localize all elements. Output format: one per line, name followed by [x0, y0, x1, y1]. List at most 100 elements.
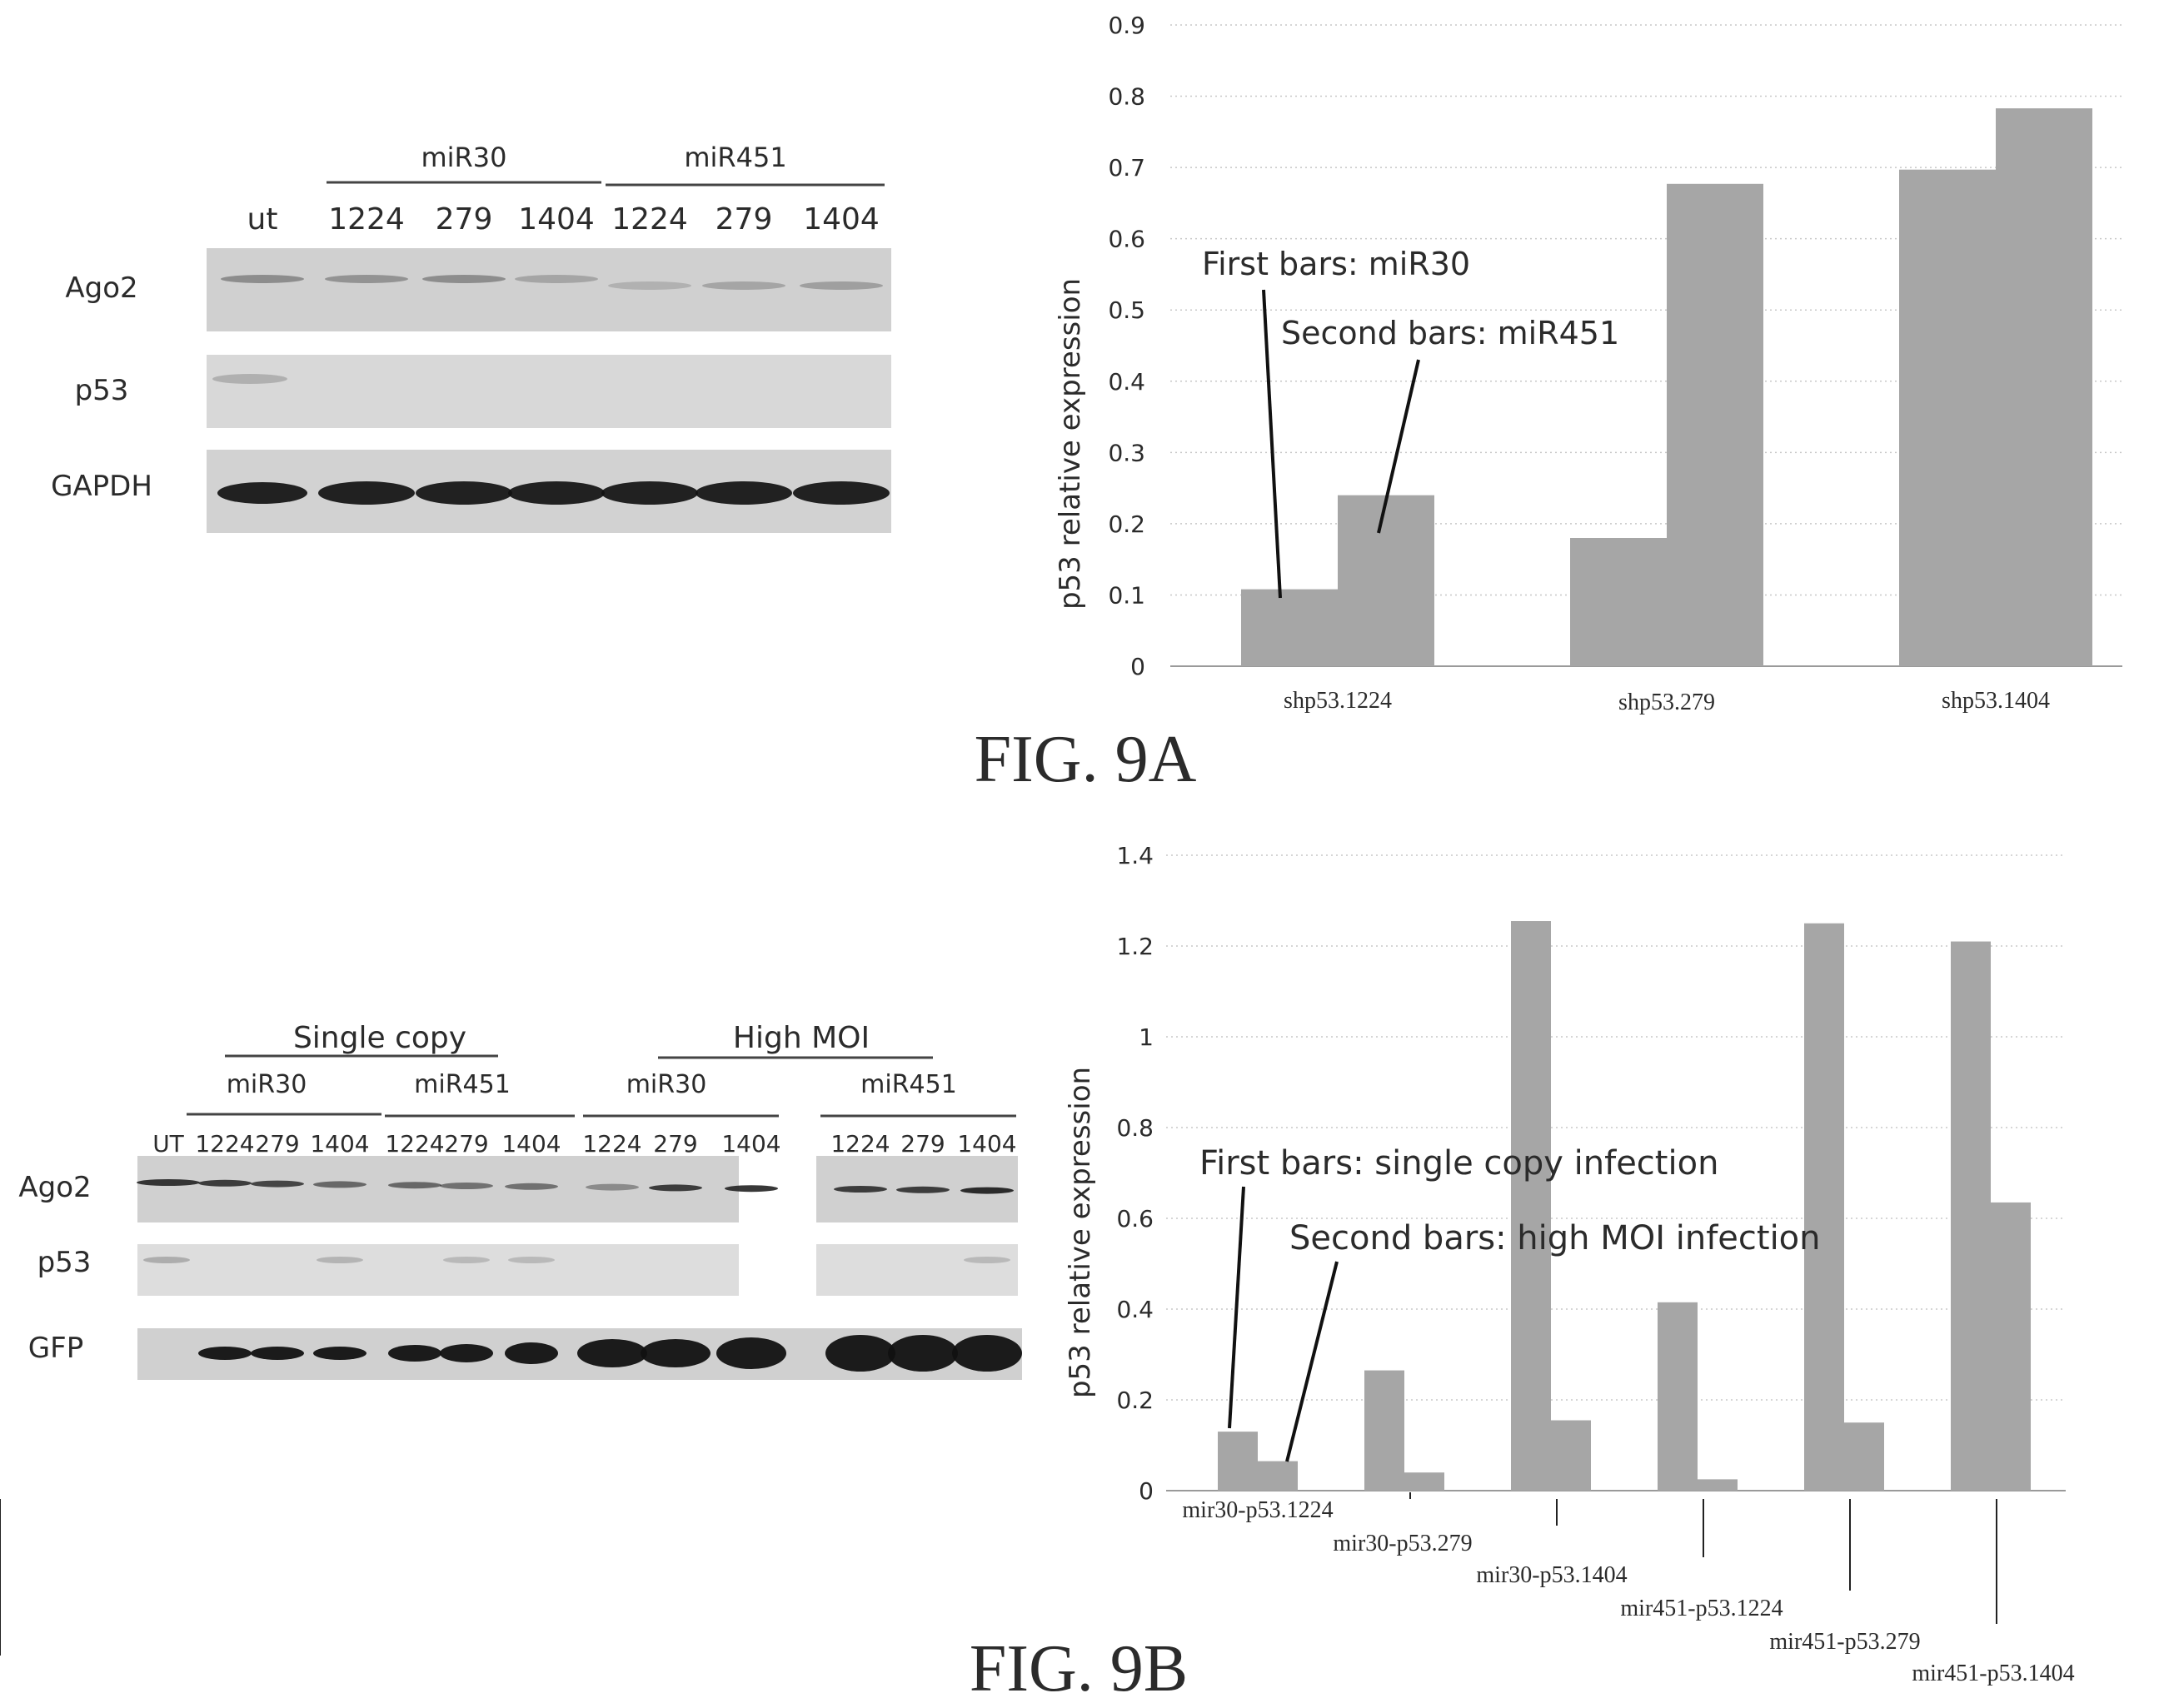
blot-lane-label: 1404 — [501, 1130, 561, 1158]
bar-series1 — [1804, 923, 1844, 1491]
blot-sub-group-label: miR451 — [414, 1070, 511, 1099]
blot-lane-label: 279 — [716, 202, 773, 237]
x-category-label: mir451-p53.1224 — [1620, 1596, 1783, 1621]
bar-series1 — [1951, 941, 1991, 1491]
ago2-band — [325, 275, 408, 283]
p53-band — [508, 1257, 555, 1263]
blot-lane-label: 1224 — [195, 1130, 254, 1158]
y-tick-label: 1.4 — [1116, 842, 1154, 869]
bar-series1 — [1511, 921, 1551, 1491]
blot-row-label: GAPDH — [51, 470, 152, 503]
y-tick-label: 0.9 — [1108, 12, 1145, 39]
y-tick-label: 0.6 — [1108, 226, 1145, 253]
p53-membrane — [207, 355, 891, 428]
y-tick-label: 0.6 — [1116, 1205, 1154, 1232]
ago2-band — [834, 1186, 887, 1193]
y-axis-label: p53 relative expression — [1064, 1067, 1097, 1398]
bar-series2 — [1404, 1472, 1444, 1491]
annotation-pointer — [1285, 1261, 1339, 1462]
blot-group-label: miR451 — [684, 142, 786, 173]
annotation-first-bars: First bars: single copy infection — [1199, 1144, 1718, 1183]
ago2-band — [702, 281, 785, 290]
blot-top-group-label: High MOI — [733, 1021, 870, 1055]
ago2-band — [251, 1180, 304, 1188]
blot-lane-label: 1224 — [611, 202, 688, 237]
bar-series1 — [1899, 169, 1996, 666]
blot-lane-label: 279 — [255, 1130, 299, 1158]
blot-row-label: p53 — [37, 1246, 92, 1279]
x-category-label: mir30-p53.1404 — [1476, 1562, 1627, 1588]
ago2-band — [313, 1181, 366, 1188]
blot-lane-label: 279 — [444, 1130, 488, 1158]
blot-lane-label: ut — [247, 202, 278, 237]
ago2-membrane — [207, 248, 891, 331]
blot-sub-group-label: miR30 — [227, 1070, 307, 1099]
gfp-band — [641, 1339, 711, 1367]
ago2-band — [896, 1186, 950, 1193]
annotation-second-bars: Second bars: miR451 — [1281, 315, 1619, 351]
y-tick-label: 0.2 — [1108, 510, 1145, 538]
gfp-band — [825, 1335, 895, 1372]
bar-series1 — [1570, 538, 1667, 666]
annotation-first-bars: First bars: miR30 — [1202, 246, 1470, 282]
p53-membrane-left — [137, 1244, 739, 1296]
blot-lane-label: 279 — [436, 202, 493, 237]
blot-row-label: Ago2 — [18, 1171, 91, 1204]
gfp-band — [952, 1335, 1022, 1372]
bar-series1 — [1364, 1370, 1404, 1491]
gfp-band — [198, 1347, 252, 1360]
gapdh-band — [416, 481, 512, 505]
annotation-pointer — [1228, 1186, 1245, 1429]
bar-series1 — [1658, 1302, 1698, 1491]
blot-lane-label: 1224 — [385, 1130, 444, 1158]
blot-lane-label: 1224 — [582, 1130, 641, 1158]
gapdh-band — [508, 481, 605, 505]
y-tick-label: 0.3 — [1108, 439, 1145, 466]
gapdh-band — [793, 481, 890, 505]
blot-row-label: p53 — [75, 374, 129, 407]
gfp-band — [505, 1342, 558, 1364]
x-category-label: shp53.1224 — [1284, 688, 1392, 714]
blot-top-group-label: Single copy — [293, 1021, 466, 1055]
blot-row-label: GFP — [28, 1332, 83, 1365]
y-tick-label: 0 — [1130, 653, 1145, 680]
x-category-label: mir30-p53.279 — [1333, 1531, 1472, 1556]
ago2-band — [198, 1179, 252, 1187]
ago2-membrane-left — [137, 1156, 739, 1222]
ago2-band — [608, 281, 691, 290]
fig9b-western-blot: Single copy High MOI miR30 miR451 miR30 … — [18, 1021, 1022, 1380]
fig9a-bar-chart: 0 0.1 0.2 0.3 0.4 0.5 0.6 0.7 0.8 0.9 shp53.1224 s… — [1054, 12, 2122, 715]
gapdh-band — [601, 481, 698, 505]
ago2-band — [137, 1179, 200, 1186]
gfp-band — [251, 1347, 304, 1360]
ago2-band — [649, 1184, 702, 1192]
y-tick-label: 0.4 — [1108, 368, 1145, 396]
blot-lane-label: 279 — [900, 1130, 945, 1158]
fig9a-western-blot: miR30 miR451 ut 1224 279 1404 1224 279 1404 Ag… — [51, 142, 891, 533]
y-tick-label: 0.8 — [1116, 1114, 1154, 1142]
bar-series2 — [1996, 108, 2092, 667]
y-tick-label: 0.5 — [1108, 296, 1145, 324]
blot-lane-label: 279 — [653, 1130, 697, 1158]
ago2-band — [586, 1183, 639, 1191]
x-category-label: shp53.279 — [1618, 690, 1715, 715]
ago2-band — [800, 281, 883, 290]
ago2-band — [725, 1185, 778, 1193]
bar-series2 — [1991, 1202, 2031, 1491]
y-tick-label: 1 — [1139, 1023, 1154, 1051]
annotation-pointer — [1262, 289, 1282, 599]
gfp-band — [716, 1337, 786, 1369]
y-tick-label: 0.4 — [1116, 1296, 1154, 1323]
bar-series1 — [1241, 589, 1338, 666]
ago2-band — [440, 1183, 493, 1189]
ago2-band — [960, 1187, 1014, 1194]
bar-series2 — [1698, 1479, 1738, 1491]
y-tick-label: 0.8 — [1108, 83, 1145, 111]
figure-caption-9a: FIG. 9A — [975, 723, 1197, 796]
annotation-pointer — [1377, 359, 1420, 534]
p53-band — [317, 1257, 363, 1263]
blot-lane-label: 1404 — [803, 202, 880, 237]
blot-lane-label: 1404 — [518, 202, 595, 237]
p53-membrane-right — [816, 1244, 1018, 1296]
